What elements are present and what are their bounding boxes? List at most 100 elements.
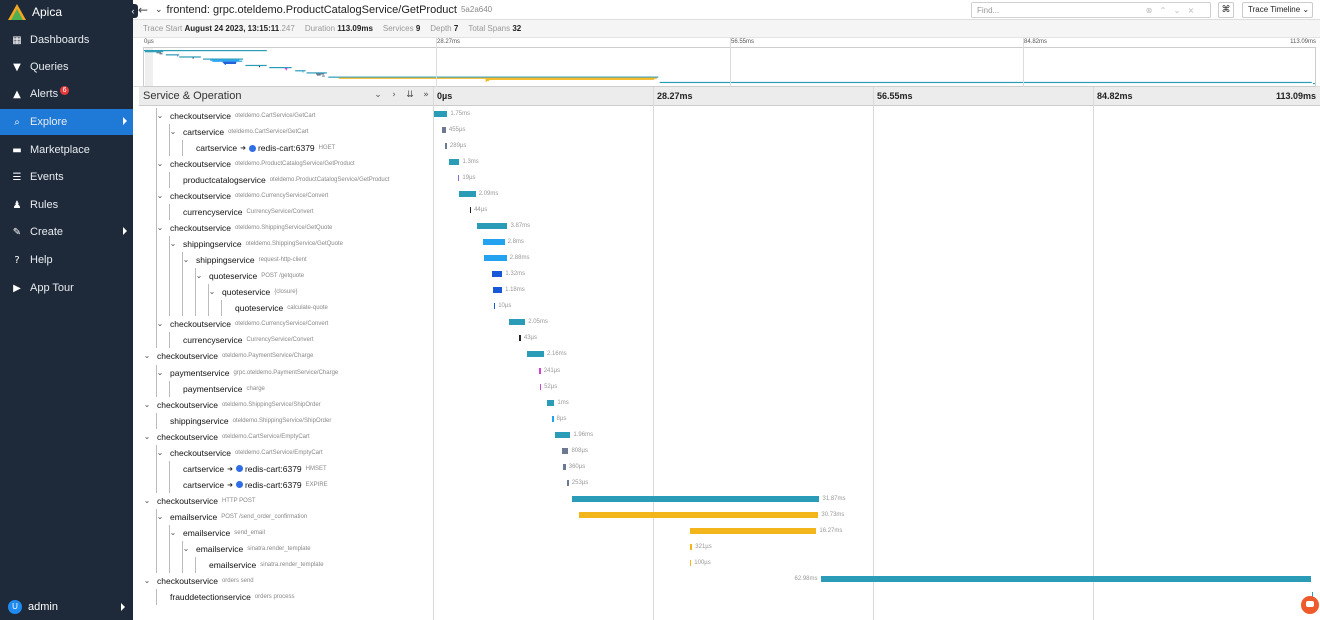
expand-toggle-icon[interactable]: ⌄ — [156, 367, 164, 377]
minimap-canvas[interactable] — [143, 47, 1316, 87]
span-bar[interactable] — [555, 431, 571, 438]
span-bar[interactable] — [562, 463, 566, 470]
span-row[interactable]: ⌄ shippingservice oteldemo.ShippingService… — [139, 236, 1320, 253]
expand-toggle-icon[interactable]: ⌄ — [169, 239, 177, 249]
span-row[interactable]: ⌄ emailservice POST /send_order_confirmati… — [139, 508, 1320, 525]
span-row[interactable]: cartservice ➜ redis-cart:6379 EXPIRE 253µs — [139, 476, 1320, 493]
span-row[interactable]: ⌄ emailservice sinatra.render_template 321µ… — [139, 540, 1320, 557]
span-row[interactable]: productcatalogservice oteldemo.ProductCat… — [139, 172, 1320, 189]
span-bar[interactable] — [527, 351, 544, 358]
span-name[interactable]: frauddetectionservice orders process — [170, 589, 294, 605]
span-bar[interactable] — [459, 191, 476, 198]
span-row[interactable]: ⌄ quoteservice POST /getquote 1.32ms — [139, 268, 1320, 285]
span-row[interactable]: currencyservice CurrencyService/Convert 43… — [139, 332, 1320, 349]
span-name[interactable]: checkoutservice HTTP POST — [157, 493, 256, 509]
expand-one-icon[interactable]: › — [392, 90, 396, 100]
span-bar[interactable] — [492, 271, 503, 278]
sidebar-item-app-tour[interactable]: ▶ App Tour — [0, 275, 133, 301]
chevron-down-icon[interactable]: ⌄ — [155, 4, 163, 15]
span-row[interactable]: ⌄ checkoutservice orders send 62.98ms — [139, 573, 1320, 589]
span-bar[interactable] — [484, 255, 507, 262]
span-name[interactable]: cartservice ➜ redis-cart:6379 EXPIRE — [183, 477, 328, 493]
span-bar[interactable] — [492, 287, 503, 294]
expand-toggle-icon[interactable]: ⌄ — [143, 431, 151, 441]
span-name[interactable]: checkoutservice oteldemo.CartService/Empt… — [157, 429, 310, 445]
span-bar[interactable] — [509, 319, 526, 326]
close-icon[interactable]: × — [1187, 5, 1195, 15]
prev-match-icon[interactable]: ⌃ — [1159, 5, 1167, 15]
back-arrow-icon[interactable]: ← — [137, 2, 149, 17]
user-menu[interactable]: U admin — [8, 598, 128, 616]
span-row[interactable]: quoteservice calculate-quote 10µs — [139, 300, 1320, 317]
span-name[interactable]: paymentservice grpc.oteldemo.PaymentServi… — [170, 365, 338, 381]
sidebar-item-explore[interactable]: ⌕ Explore — [0, 109, 133, 135]
span-name[interactable]: quoteservice POST /getquote — [209, 268, 304, 284]
sidebar-item-dashboards[interactable]: ▦ Dashboards — [0, 27, 133, 53]
expand-toggle-icon[interactable]: ⌄ — [195, 271, 203, 281]
expand-toggle-icon[interactable]: ⌄ — [169, 127, 177, 137]
sidebar-item-queries[interactable]: ▼ Queries — [0, 54, 133, 80]
expand-toggle-icon[interactable]: ⌄ — [182, 543, 190, 553]
trace-minimap[interactable]: 0µs 28.27ms 56.55ms 84.82ms 113.09ms — [133, 38, 1320, 87]
expand-toggle-icon[interactable]: ⌄ — [156, 191, 164, 201]
span-bar[interactable] — [493, 303, 496, 310]
span-name[interactable]: quoteservice {closure} — [222, 284, 298, 300]
span-name[interactable]: checkoutservice oteldemo.ShippingService/… — [170, 220, 332, 236]
brand[interactable]: Apica — [8, 3, 62, 21]
span-row[interactable]: cartservice ➜ redis-cart:6379 HGET 289µs — [139, 140, 1320, 157]
span-name[interactable]: cartservice ➜ redis-cart:6379 HMSET — [183, 461, 327, 477]
span-bar[interactable] — [820, 575, 1311, 582]
span-row[interactable]: paymentservice charge 52µs — [139, 380, 1320, 397]
expand-toggle-icon[interactable]: ⌄ — [143, 351, 151, 361]
span-name[interactable]: shippingservice oteldemo.ShippingService/… — [183, 236, 343, 252]
span-row[interactable]: ⌄ checkoutservice oteldemo.CartService/Emp… — [139, 444, 1320, 461]
clear-search-icon[interactable]: ⊗ — [1145, 5, 1153, 15]
span-name[interactable]: checkoutservice oteldemo.ProductCatalogSe… — [170, 156, 355, 172]
span-name[interactable]: cartservice oteldemo.CartService/GetCart — [183, 124, 308, 140]
span-row[interactable]: cartservice ➜ redis-cart:6379 HMSET 360µs — [139, 460, 1320, 477]
sidebar-item-help[interactable]: ? Help — [0, 247, 133, 273]
sidebar-item-events[interactable]: ☰ Events — [0, 164, 133, 190]
expand-toggle-icon[interactable]: ⌄ — [143, 575, 151, 585]
span-bar[interactable] — [538, 367, 541, 374]
span-bar[interactable] — [482, 239, 505, 246]
next-match-icon[interactable]: ⌄ — [1173, 5, 1181, 15]
expand-toggle-icon[interactable]: ⌄ — [156, 319, 164, 329]
span-bar[interactable] — [689, 527, 817, 534]
keyboard-shortcuts-button[interactable]: ⌘ — [1218, 2, 1234, 18]
span-name[interactable]: paymentservice charge — [183, 381, 265, 397]
expand-toggle-icon[interactable]: ⌄ — [156, 447, 164, 457]
expand-toggle-icon[interactable]: ⌄ — [156, 511, 164, 521]
span-name[interactable]: shippingservice request-http-client — [196, 252, 307, 268]
find-input[interactable] — [972, 3, 1142, 17]
span-bar[interactable] — [469, 207, 472, 214]
span-row[interactable]: currencyservice CurrencyService/Convert 44… — [139, 204, 1320, 221]
span-name[interactable]: emailservice POST /send_order_confirmatio… — [170, 509, 307, 525]
span-name[interactable]: checkoutservice oteldemo.CartService/GetC… — [170, 108, 315, 124]
collapse-one-icon[interactable]: ⌄ — [374, 90, 382, 100]
span-name[interactable]: emailservice sinatra.render_template — [196, 541, 311, 557]
span-row[interactable]: emailservice sinatra.render_template 100µs — [139, 556, 1320, 573]
span-name[interactable]: quoteservice calculate-quote — [235, 300, 328, 316]
expand-toggle-icon[interactable]: ⌄ — [156, 159, 164, 169]
span-bar[interactable] — [689, 543, 693, 550]
span-bar[interactable] — [546, 399, 555, 406]
span-bar[interactable] — [1311, 591, 1314, 598]
sidebar-item-create[interactable]: ✎ Create — [0, 219, 133, 245]
span-row[interactable]: frauddetectionservice orders process — [139, 588, 1320, 605]
span-bar[interactable] — [539, 383, 542, 390]
span-bar[interactable] — [689, 559, 692, 566]
span-row[interactable]: shippingservice oteldemo.ShippingService/… — [139, 412, 1320, 429]
span-name[interactable]: checkoutservice oteldemo.ShippingService/… — [157, 397, 321, 413]
chat-widget-button[interactable] — [1301, 596, 1319, 614]
span-row[interactable]: ⌄ checkoutservice oteldemo.PaymentService/… — [139, 348, 1320, 364]
span-name[interactable]: checkoutservice oteldemo.PaymentService/C… — [157, 348, 313, 364]
span-bar[interactable] — [444, 143, 447, 150]
span-name[interactable]: emailservice send_email — [183, 525, 265, 541]
sidebar-item-alerts[interactable]: ▲ Alerts 6 — [0, 81, 133, 107]
span-bar[interactable] — [442, 127, 446, 134]
sidebar-item-marketplace[interactable]: ▬ Marketplace — [0, 137, 133, 163]
span-row[interactable]: ⌄ checkoutservice oteldemo.CartService/Emp… — [139, 429, 1320, 445]
span-row[interactable]: ⌄ checkoutservice HTTP POST 31.87ms — [139, 493, 1320, 509]
span-name[interactable]: checkoutservice orders send — [157, 573, 254, 589]
